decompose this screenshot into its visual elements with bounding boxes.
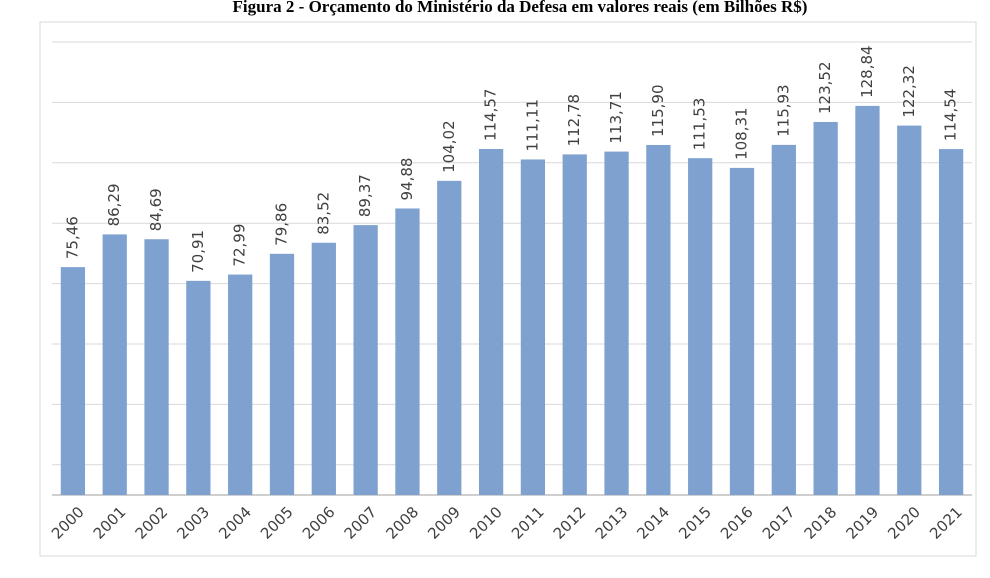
bar [771,144,796,495]
bar [395,208,420,495]
bar [60,267,86,495]
bar [646,144,671,495]
value-label: 84,69 [147,188,165,231]
value-label: 89,37 [356,174,374,217]
bar [353,225,378,495]
value-label: 128,84 [858,45,876,98]
bar [562,154,587,495]
bar [311,242,336,495]
value-label: 104,02 [440,120,458,173]
value-label: 114,57 [482,88,500,141]
value-label: 108,31 [733,107,751,160]
bar [228,274,253,495]
bar [186,280,211,495]
bar [688,158,713,496]
bar [478,148,504,495]
value-label: 70,91 [189,230,207,273]
value-label: 86,29 [105,183,123,226]
value-label: 111,53 [691,98,709,151]
value-label: 122,32 [900,65,918,118]
value-label: 115,90 [649,84,667,137]
bar [144,239,169,495]
value-label: 123,52 [816,61,834,114]
bar [269,253,295,495]
value-label: 113,71 [607,91,625,144]
value-label: 115,93 [774,84,792,137]
bar [897,125,922,495]
value-label: 79,86 [273,203,291,246]
value-label: 111,11 [523,99,541,152]
value-label: 114,54 [942,89,960,142]
bar [855,105,880,495]
bar [938,149,964,495]
value-label: 94,88 [398,158,416,201]
bar [437,180,462,495]
value-label: 83,52 [314,192,332,235]
value-label: 72,99 [231,224,249,267]
chart-title: Figura 2 - Orçamento do Ministério da De… [233,0,808,16]
value-label: 112,78 [565,94,583,147]
bar [102,234,127,495]
bar [729,167,755,495]
bar [604,151,629,495]
bar [813,121,838,495]
value-label: 75,46 [63,216,81,259]
bar [520,159,546,495]
